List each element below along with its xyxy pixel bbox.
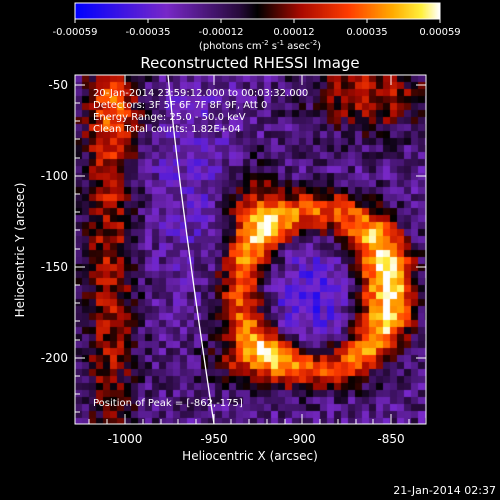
- rhessi-image-canvas: [0, 0, 500, 500]
